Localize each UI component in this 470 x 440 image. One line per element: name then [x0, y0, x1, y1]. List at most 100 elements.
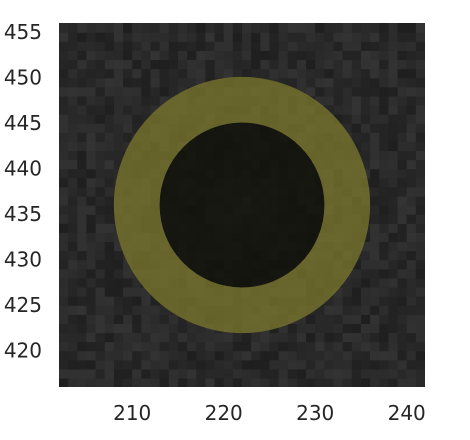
- image-pixel: [406, 41, 417, 51]
- image-pixel: [324, 104, 335, 115]
- image-pixel: [123, 268, 133, 279]
- image-pixel: [415, 177, 425, 188]
- image-pixel: [397, 50, 408, 61]
- image-pixel: [415, 195, 425, 206]
- image-pixel: [278, 32, 289, 42]
- image-pixel: [397, 32, 408, 42]
- image-pixel: [379, 123, 389, 133]
- image-pixel: [306, 68, 316, 79]
- image-pixel: [104, 186, 115, 197]
- image-pixel: [123, 286, 133, 297]
- image-pixel: [77, 223, 88, 233]
- image-pixel: [242, 32, 252, 42]
- image-pixel: [123, 377, 133, 387]
- image-pixel: [360, 50, 371, 61]
- image-pixel: [104, 50, 115, 61]
- image-pixel: [333, 341, 344, 352]
- image-pixel: [77, 104, 88, 115]
- image-pixel: [315, 23, 325, 33]
- image-pixel: [388, 259, 399, 270]
- image-pixel: [68, 377, 78, 387]
- image-pixel: [232, 68, 243, 79]
- image-pixel: [388, 186, 399, 197]
- image-pixel: [150, 296, 161, 306]
- image-pixel: [59, 350, 69, 361]
- image-pixel: [205, 332, 216, 343]
- image-pixel: [278, 359, 289, 370]
- image-pixel: [86, 77, 97, 88]
- image-pixel: [260, 59, 271, 70]
- image-pixel: [159, 314, 170, 324]
- image-pixel: [59, 250, 69, 261]
- image-pixel: [370, 332, 380, 343]
- image-pixel: [333, 296, 344, 306]
- image-pixel: [388, 123, 399, 133]
- image-pixel: [68, 86, 78, 97]
- image-pixel: [86, 305, 97, 315]
- image-pixel: [104, 114, 115, 124]
- image-pixel: [251, 350, 261, 361]
- image-pixel: [370, 277, 380, 288]
- image-pixel: [370, 186, 380, 197]
- image-pixel: [260, 368, 271, 379]
- image-pixel: [104, 32, 115, 42]
- image-pixel: [388, 59, 399, 70]
- image-pixel: [113, 368, 124, 379]
- image-pixel: [77, 268, 88, 279]
- y-tick-label: 440: [4, 157, 42, 181]
- image-pixel: [232, 350, 243, 361]
- image-pixel: [214, 59, 225, 70]
- image-pixel: [306, 341, 316, 352]
- image-pixel: [113, 123, 124, 133]
- image-pixel: [187, 68, 197, 79]
- y-tick-label: 445: [4, 111, 42, 135]
- image-pixel: [370, 250, 380, 261]
- image-pixel: [196, 77, 206, 88]
- image-pixel: [415, 86, 425, 97]
- image-pixel: [306, 86, 316, 97]
- image-pixel: [388, 214, 399, 224]
- image-pixel: [415, 232, 425, 243]
- image-pixel: [77, 32, 88, 42]
- image-pixel: [223, 50, 234, 61]
- image-pixel: [278, 23, 289, 33]
- image-pixel: [360, 241, 371, 252]
- image-pixel: [187, 332, 197, 343]
- image-pixel: [113, 41, 124, 51]
- image-pixel: [370, 168, 380, 179]
- image-pixel: [132, 368, 142, 379]
- image-pixel: [113, 77, 124, 88]
- image-pixel: [370, 195, 380, 206]
- image-pixel: [415, 341, 425, 352]
- image-pixel: [370, 59, 380, 70]
- image-pixel: [95, 168, 106, 179]
- image-pixel: [113, 296, 124, 306]
- image-pixel: [397, 41, 408, 51]
- image-pixel: [306, 41, 316, 51]
- image-pixel: [370, 296, 380, 306]
- image-pixel: [77, 159, 88, 170]
- image-pixel: [406, 314, 417, 324]
- image-pixel: [113, 95, 124, 106]
- image-pixel: [342, 305, 353, 315]
- image-pixel: [177, 50, 188, 61]
- image-pixel: [406, 132, 417, 142]
- image-pixel: [205, 41, 216, 51]
- image-pixel: [177, 68, 188, 79]
- image-pixel: [351, 77, 362, 88]
- image-pixel: [196, 59, 206, 70]
- image-pixel: [388, 286, 399, 297]
- image-pixel: [95, 359, 106, 370]
- image-pixel: [351, 32, 362, 42]
- image-pixel: [113, 86, 124, 97]
- image-pixel: [360, 332, 371, 343]
- image-pixel: [132, 296, 142, 306]
- image-pixel: [187, 359, 197, 370]
- image-pixel: [59, 377, 69, 387]
- image-pixel: [397, 332, 408, 343]
- image-pixel: [159, 23, 170, 33]
- image-pixel: [214, 377, 225, 387]
- image-pixel: [397, 259, 408, 270]
- image-pixel: [379, 205, 389, 215]
- image-pixel: [406, 232, 417, 243]
